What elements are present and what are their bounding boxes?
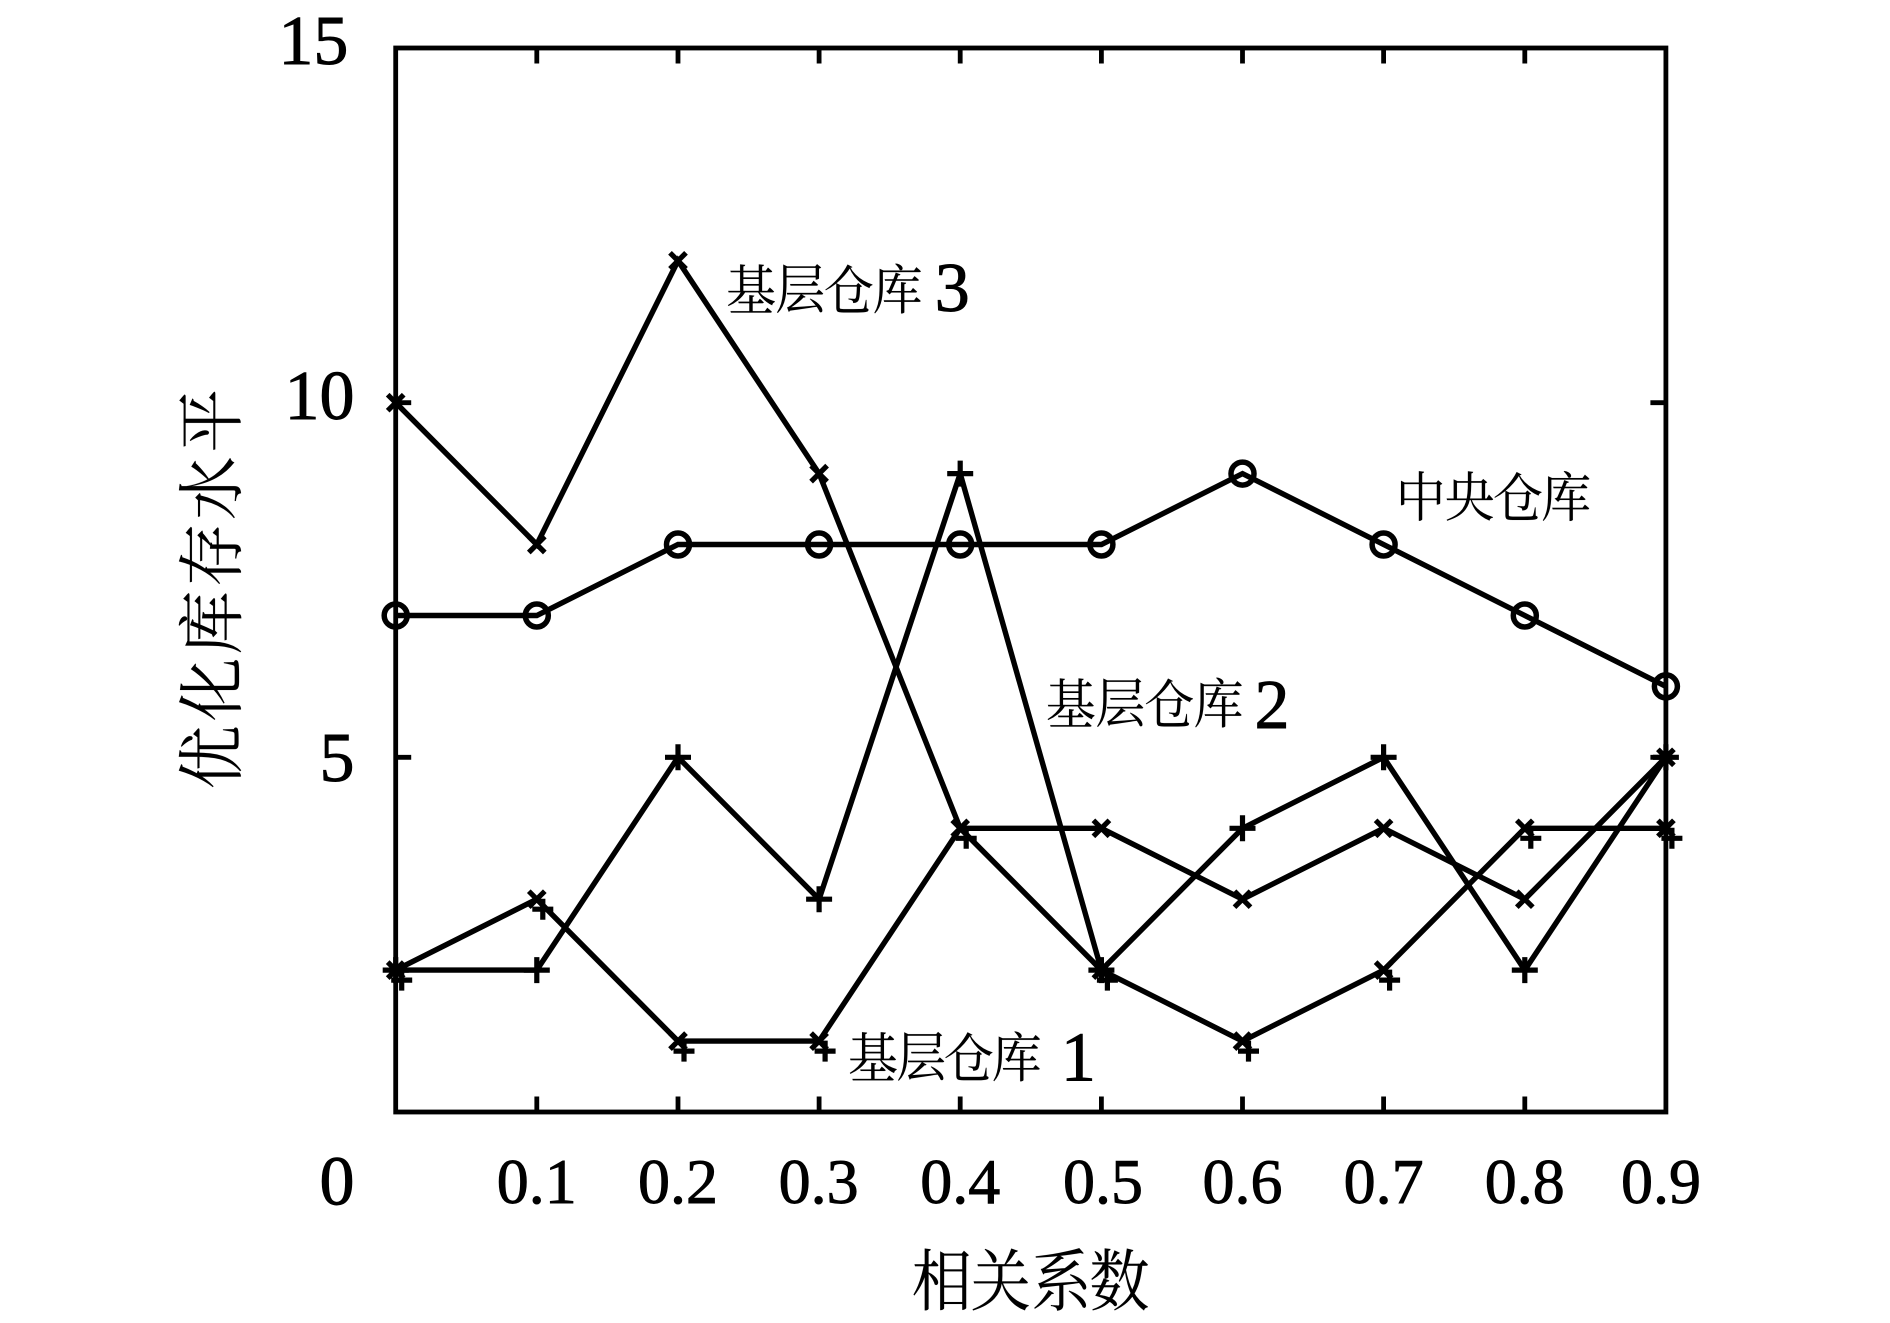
- svg-text:5: 5: [320, 720, 355, 797]
- svg-text:0.9: 0.9: [1621, 1146, 1701, 1217]
- svg-text:0.2: 0.2: [638, 1146, 718, 1217]
- svg-text:0: 0: [320, 1144, 355, 1221]
- svg-text:15: 15: [278, 3, 348, 80]
- svg-text:1: 1: [1061, 1020, 1096, 1097]
- svg-text:2: 2: [1255, 667, 1290, 744]
- svg-text:0.4: 0.4: [920, 1146, 1000, 1217]
- svg-text:0.8: 0.8: [1485, 1146, 1565, 1217]
- svg-text:3: 3: [935, 250, 970, 327]
- svg-text:10: 10: [285, 358, 355, 435]
- svg-text:0.5: 0.5: [1063, 1146, 1143, 1217]
- svg-text:0.6: 0.6: [1203, 1146, 1283, 1217]
- svg-text:0.1: 0.1: [497, 1146, 577, 1217]
- svg-text:0.7: 0.7: [1344, 1146, 1424, 1217]
- svg-text:0.3: 0.3: [779, 1146, 859, 1217]
